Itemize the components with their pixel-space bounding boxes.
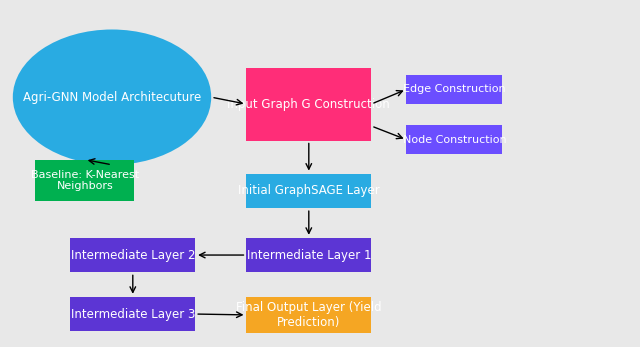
Text: Input Graph G Construction: Input Graph G Construction [227,98,390,111]
Text: Edge Construction: Edge Construction [403,84,506,94]
Ellipse shape [13,29,211,165]
Text: Intermediate Layer 1: Intermediate Layer 1 [246,248,371,262]
Text: Initial GraphSAGE Layer: Initial GraphSAGE Layer [238,184,380,197]
FancyBboxPatch shape [246,238,371,272]
Text: Baseline: K-Nearest
Neighbors: Baseline: K-Nearest Neighbors [31,170,139,191]
FancyBboxPatch shape [406,125,502,154]
Text: Agri-GNN Model Architecuture: Agri-GNN Model Architecuture [23,91,201,104]
FancyBboxPatch shape [246,174,371,208]
FancyBboxPatch shape [35,160,134,201]
FancyBboxPatch shape [70,297,195,331]
Text: Node Construction: Node Construction [403,135,506,145]
FancyBboxPatch shape [406,75,502,104]
Text: Intermediate Layer 2: Intermediate Layer 2 [70,248,195,262]
FancyBboxPatch shape [246,297,371,333]
FancyBboxPatch shape [246,68,371,141]
Text: Final Output Layer (Yield
Prediction): Final Output Layer (Yield Prediction) [236,301,381,329]
Text: Intermediate Layer 3: Intermediate Layer 3 [70,307,195,321]
FancyBboxPatch shape [70,238,195,272]
